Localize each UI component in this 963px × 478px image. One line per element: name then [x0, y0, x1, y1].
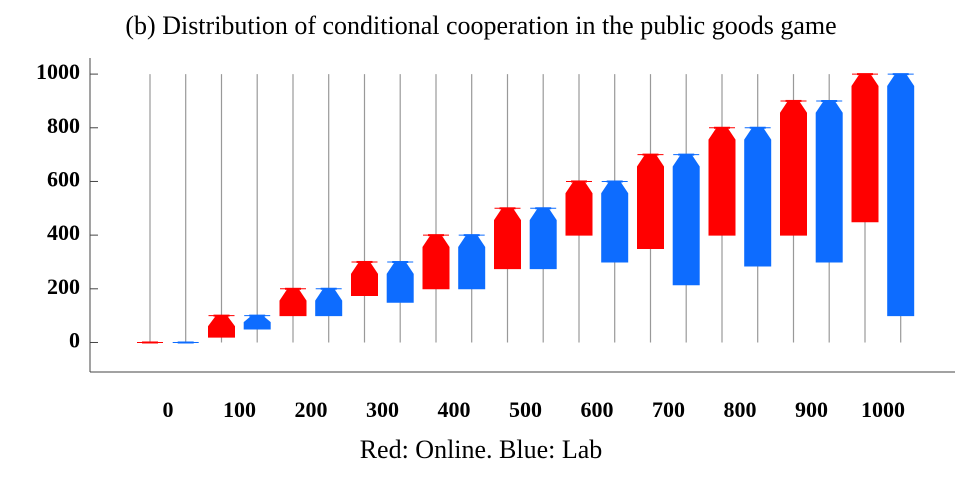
x-tick-label: 100 [223, 397, 256, 422]
box [815, 100, 843, 263]
box [458, 234, 486, 290]
box [529, 207, 557, 270]
y-tick-label: 1000 [36, 59, 80, 84]
box [744, 127, 772, 267]
x-tick-label: 600 [581, 397, 614, 422]
box [279, 288, 307, 317]
x-tick-label: 400 [438, 397, 471, 422]
box [565, 180, 593, 236]
box [672, 154, 700, 286]
y-tick-label: 400 [47, 220, 80, 245]
box [315, 288, 343, 317]
x-tick-label: 900 [795, 397, 828, 422]
y-tick-label: 800 [47, 113, 80, 138]
x-tick-label: 200 [295, 397, 328, 422]
box [708, 127, 736, 236]
box [601, 180, 629, 263]
box [422, 234, 450, 290]
x-tick-label: 500 [509, 397, 542, 422]
x-tick-label: 700 [652, 397, 685, 422]
box [887, 73, 915, 317]
chart-title: (b) Distribution of conditional cooperat… [125, 11, 836, 40]
x-tick-label: 1000 [861, 397, 905, 422]
x-tick-label: 300 [366, 397, 399, 422]
box [494, 207, 521, 270]
box [637, 154, 664, 250]
box [208, 315, 235, 338]
box [351, 261, 378, 297]
y-tick-label: 0 [69, 328, 80, 353]
box [780, 100, 807, 236]
x-axis-label: Red: Online. Blue: Lab [360, 435, 603, 464]
box [851, 73, 879, 223]
y-tick-label: 200 [47, 274, 80, 299]
box [243, 315, 271, 330]
x-tick-label: 0 [163, 397, 174, 422]
y-tick-label: 600 [47, 166, 80, 191]
box [386, 261, 414, 303]
x-tick-label: 800 [724, 397, 757, 422]
